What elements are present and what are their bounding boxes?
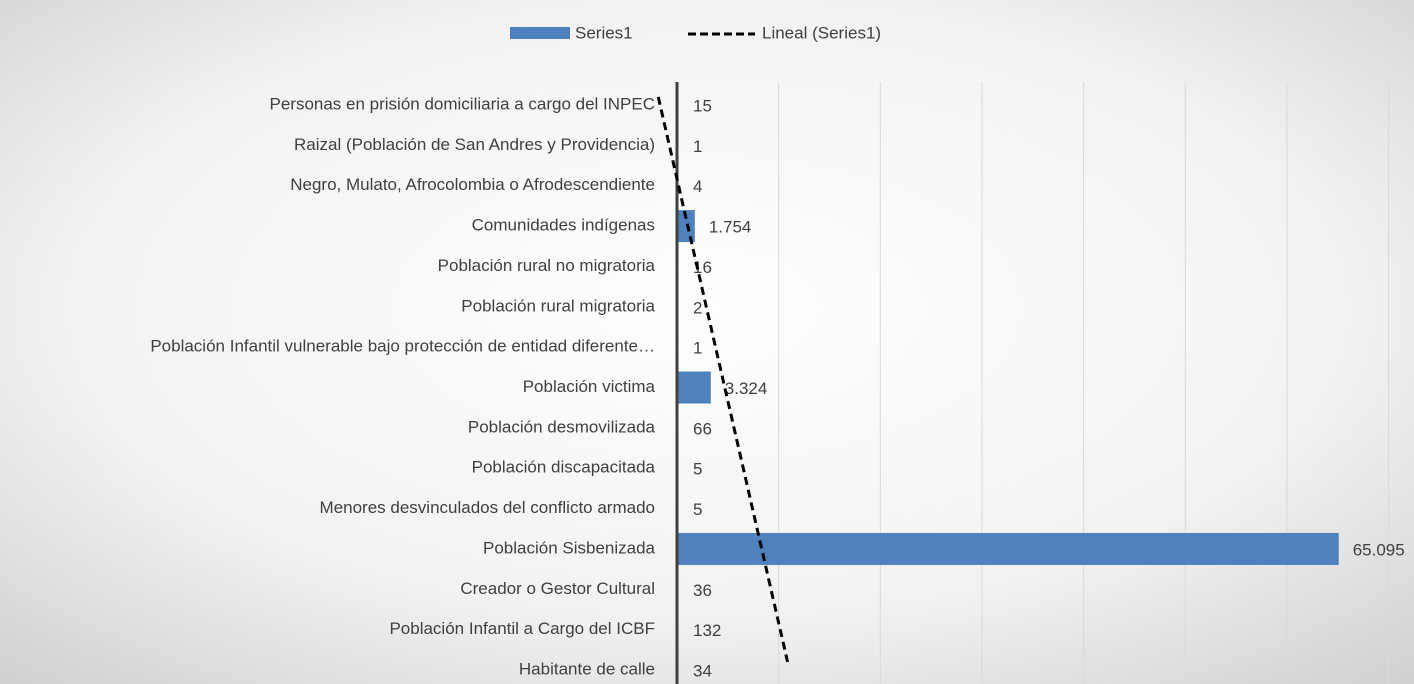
y-tick-label: Menores desvinculados del conflicto arma… bbox=[320, 498, 655, 517]
y-tick-label: Comunidades indígenas bbox=[472, 216, 655, 235]
data-label: 1.754 bbox=[709, 218, 752, 237]
y-tick-label: Población desmovilizada bbox=[468, 417, 656, 436]
bar bbox=[677, 532, 1339, 565]
data-label: 2 bbox=[693, 298, 702, 317]
trendline bbox=[656, 96, 790, 663]
bar bbox=[677, 371, 711, 404]
y-tick-label: Población Infantil a Cargo del ICBF bbox=[389, 619, 655, 638]
y-tick-label: Población discapacitada bbox=[472, 458, 656, 477]
y-tick-label: Población victima bbox=[523, 377, 656, 396]
data-label: 1 bbox=[693, 339, 702, 358]
data-label: 65.095 bbox=[1353, 540, 1405, 559]
data-label: 34 bbox=[693, 662, 712, 681]
y-tick-label: Creador o Gestor Cultural bbox=[460, 579, 655, 598]
data-label: 4 bbox=[693, 177, 702, 196]
data-label: 3.324 bbox=[725, 379, 768, 398]
data-label: 1 bbox=[693, 137, 702, 156]
data-label: 5 bbox=[693, 500, 702, 519]
y-tick-label: Población Sisbenizada bbox=[483, 538, 656, 557]
legend: Series1 Lineal (Series1) bbox=[510, 23, 881, 42]
data-label: 66 bbox=[693, 419, 712, 438]
y-tick-label: Personas en prisión domiciliaria a cargo… bbox=[269, 94, 655, 113]
y-tick-label: Raizal (Población de San Andres y Provid… bbox=[294, 135, 655, 154]
data-label: 132 bbox=[693, 621, 721, 640]
y-tick-label: Población Infantil vulnerable bajo prote… bbox=[150, 337, 655, 356]
data-label: 36 bbox=[693, 581, 712, 600]
legend-swatch bbox=[510, 27, 570, 39]
data-label: 15 bbox=[693, 96, 712, 115]
legend-label: Lineal (Series1) bbox=[762, 23, 881, 42]
y-tick-label: Negro, Mulato, Afrocolombia o Afrodescen… bbox=[290, 175, 655, 194]
data-label: 5 bbox=[693, 460, 702, 479]
y-tick-label: Población rural no migratoria bbox=[438, 256, 656, 275]
legend-label: Series1 bbox=[575, 23, 633, 42]
bar bbox=[677, 210, 695, 243]
y-tick-label: Habitante de calle bbox=[519, 660, 655, 679]
y-tick-label: Población rural migratoria bbox=[461, 296, 655, 315]
